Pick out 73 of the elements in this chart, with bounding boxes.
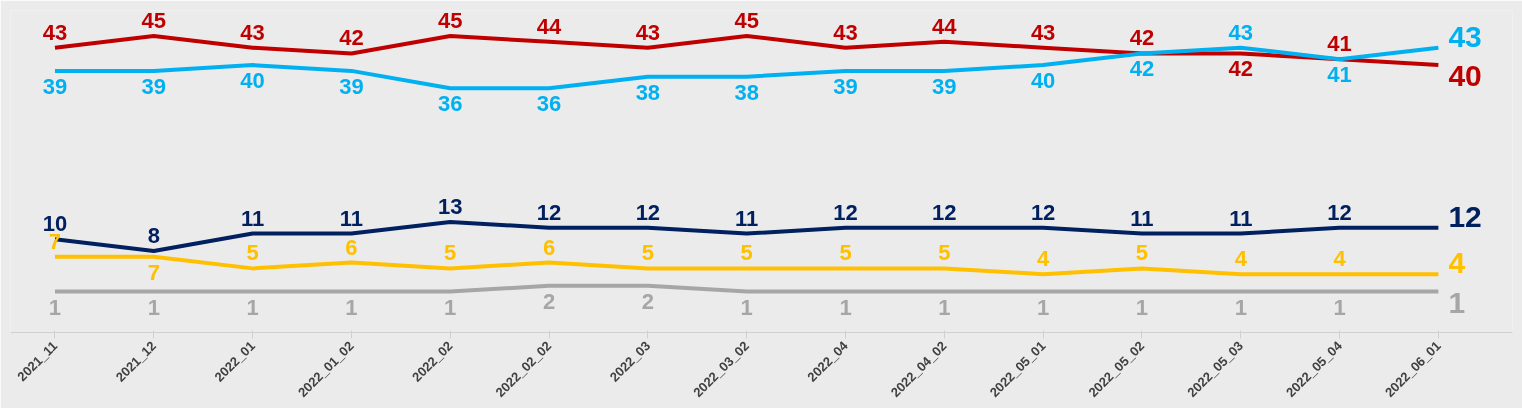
data-label: 2 xyxy=(542,288,556,314)
data-label: 39 xyxy=(833,73,858,99)
data-label: 41 xyxy=(1327,62,1352,88)
data-label: 1 xyxy=(938,294,951,320)
data-label: 43 xyxy=(1030,19,1056,45)
data-label: 1 xyxy=(1448,285,1466,319)
data-label: 11 xyxy=(1130,205,1154,231)
data-label: 5 xyxy=(1135,240,1149,266)
data-label: 6 xyxy=(542,234,556,260)
data-label: 12 xyxy=(635,199,661,225)
data-label: 40 xyxy=(240,68,265,94)
data-label: 1 xyxy=(147,294,160,320)
data-label: 1 xyxy=(48,294,62,320)
data-label: 43 xyxy=(1228,19,1254,45)
data-label: 2 xyxy=(641,288,654,314)
data-label: 39 xyxy=(339,73,364,99)
data-label: 5 xyxy=(444,240,457,266)
data-label: 38 xyxy=(734,79,759,105)
data-label: 11 xyxy=(339,205,364,231)
data-label: 12 xyxy=(1327,199,1352,225)
data-label: 5 xyxy=(839,240,852,266)
data-label: 45 xyxy=(734,8,759,34)
data-label: 36 xyxy=(437,91,463,117)
data-label: 36 xyxy=(536,91,562,117)
data-label: 40 xyxy=(1030,68,1056,94)
data-label: 45 xyxy=(141,8,167,34)
data-label: 11 xyxy=(240,205,265,231)
data-label: 7 xyxy=(147,259,160,285)
data-label: 38 xyxy=(635,79,661,105)
data-label: 1 xyxy=(839,294,852,320)
data-label: 4 xyxy=(1333,246,1347,272)
data-label: 44 xyxy=(932,13,958,39)
data-label: 11 xyxy=(1229,205,1253,231)
data-label: 43 xyxy=(1448,19,1482,53)
data-label: 13 xyxy=(437,193,463,219)
data-label: 1 xyxy=(444,294,457,320)
data-label: 5 xyxy=(938,240,951,266)
data-label: 42 xyxy=(1129,56,1155,82)
data-label: 5 xyxy=(740,240,753,266)
data-label: 6 xyxy=(345,234,358,260)
data-label: 12 xyxy=(932,199,957,225)
data-label: 1 xyxy=(345,294,358,320)
data-label: 39 xyxy=(932,73,957,99)
data-label: 40 xyxy=(1448,59,1482,93)
data-label: 5 xyxy=(641,240,654,266)
data-label: 8 xyxy=(147,222,160,248)
data-label: 1 xyxy=(1234,294,1247,320)
data-label: 43 xyxy=(42,19,68,45)
data-label: 42 xyxy=(1129,25,1155,51)
data-label: 12 xyxy=(1448,199,1482,233)
data-label: 12 xyxy=(833,199,858,225)
data-label: 5 xyxy=(246,240,259,266)
data-label: 45 xyxy=(437,8,463,34)
data-label: 44 xyxy=(536,13,563,39)
data-label: 4 xyxy=(1234,246,1248,272)
data-label: 42 xyxy=(339,25,364,51)
data-label: 41 xyxy=(1327,31,1352,57)
data-label: 43 xyxy=(635,19,661,45)
data-label: 12 xyxy=(1030,199,1056,225)
data-label: 1 xyxy=(246,294,259,320)
data-label: 43 xyxy=(833,19,858,45)
data-label: 12 xyxy=(536,199,562,225)
data-label: 42 xyxy=(1228,56,1254,82)
data-label: 4 xyxy=(1037,246,1051,272)
data-label: 11 xyxy=(735,205,759,231)
data-label: 39 xyxy=(141,73,167,99)
data-label: 1 xyxy=(1135,294,1149,320)
data-label: 43 xyxy=(240,19,265,45)
data-label: 39 xyxy=(42,73,68,99)
data-label: 1 xyxy=(1037,294,1050,320)
data-label: 1 xyxy=(1333,294,1346,320)
data-label: 4 xyxy=(1448,246,1466,280)
data-label: 1 xyxy=(740,294,753,320)
